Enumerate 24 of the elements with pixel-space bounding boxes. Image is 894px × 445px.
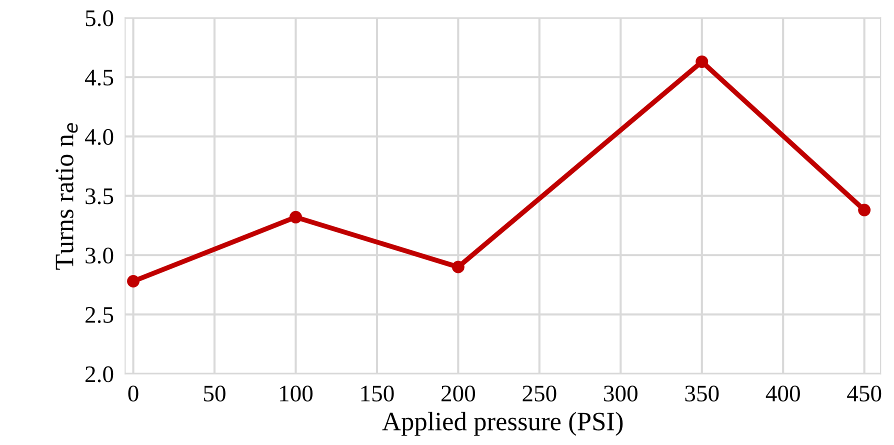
y-tick-label: 4.0 [84, 128, 114, 145]
x-tick-label: 100 [280, 386, 313, 402]
x-tick-label: 50 [204, 386, 226, 402]
x-tick-label: 200 [442, 386, 476, 402]
point [696, 55, 708, 68]
x-tick-label: 0 [128, 386, 138, 402]
point [452, 260, 464, 274]
point [127, 274, 140, 288]
y-tick-label: 3.5 [86, 188, 114, 204]
x-tick-label: 450 [847, 386, 882, 402]
y-tick-label: 2.0 [86, 366, 114, 382]
y-axis-title: Turns ratio n$_{e}$ [56, 123, 78, 270]
x-tick-label: 300 [604, 386, 638, 402]
point [289, 210, 302, 224]
y-tick-label: 3.0 [86, 248, 114, 264]
x-axis-title: Applied pressure (PSI) [382, 412, 623, 436]
y-tick-label: 2.5 [86, 307, 114, 323]
x-tick-label: 350 [685, 386, 719, 402]
y-tick-label: 4.5 [84, 70, 114, 86]
x-tick-label: 250 [522, 386, 556, 402]
point [858, 204, 871, 216]
x-tick-label: 150 [361, 386, 394, 402]
x-tick-label: 400 [766, 386, 800, 402]
y-tick-label: 5.0 [86, 10, 114, 26]
